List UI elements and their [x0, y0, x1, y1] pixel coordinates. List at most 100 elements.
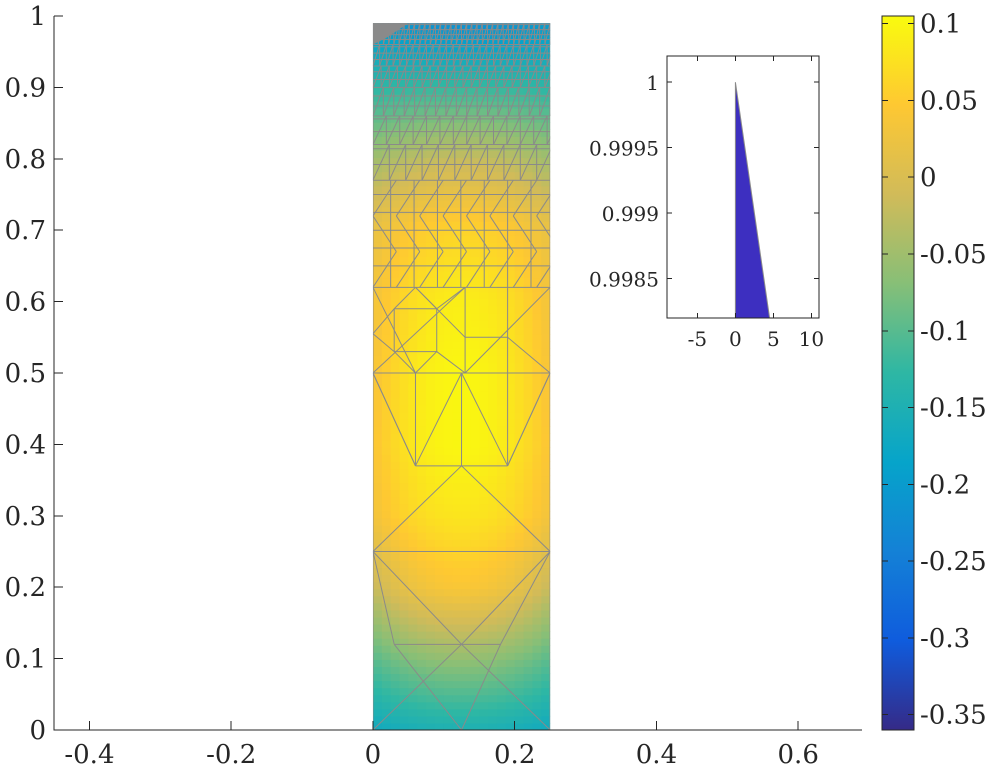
- field-cell: [434, 567, 445, 576]
- inset-y-tick-label: 1: [646, 71, 659, 95]
- field-cell: [426, 277, 436, 286]
- field-cell: [434, 157, 445, 166]
- field-cell: [372, 129, 383, 137]
- field-cell: [452, 72, 463, 81]
- field-cell: [523, 659, 534, 667]
- field-cell: [417, 588, 427, 597]
- mesh-edge: [372, 286, 466, 374]
- field-cell: [488, 291, 498, 300]
- field-cell: [434, 489, 445, 498]
- mesh-edge: [519, 44, 528, 67]
- field-cell: [496, 616, 507, 625]
- y-tick-label: 0.1: [5, 645, 46, 675]
- field-cell: [479, 567, 489, 576]
- field-cell: [470, 37, 480, 45]
- field-cell: [505, 701, 516, 710]
- field-cell: [399, 284, 409, 293]
- field-cell: [452, 475, 463, 484]
- field-cell: [514, 362, 525, 371]
- field-cell: [541, 284, 551, 293]
- field-cell: [399, 623, 409, 632]
- field-cell: [523, 362, 534, 371]
- field-cell: [381, 79, 392, 88]
- field-cell: [452, 249, 463, 258]
- field-cell: [408, 461, 418, 470]
- field-cell: [541, 701, 551, 710]
- field-cell: [399, 715, 409, 724]
- field-cell: [417, 37, 427, 45]
- field-cell: [381, 143, 392, 151]
- colorbar-frame: [881, 15, 915, 731]
- field-cell: [434, 221, 445, 229]
- field-cell: [426, 567, 436, 576]
- field-cell: [434, 539, 445, 547]
- field-cell: [381, 525, 392, 533]
- field-cell: [532, 298, 542, 307]
- mesh-edge: [397, 65, 407, 88]
- field-cell: [381, 235, 392, 243]
- field-cell: [434, 164, 445, 173]
- field-cell: [372, 178, 383, 187]
- field-cell: [434, 390, 445, 399]
- field-cell: [461, 79, 472, 88]
- field-cell: [541, 652, 551, 660]
- field-cell: [390, 510, 401, 519]
- mesh-edge: [372, 465, 462, 552]
- field-cell: [505, 263, 516, 272]
- field-cell: [496, 468, 507, 477]
- field-cell: [426, 517, 436, 526]
- field-cell: [470, 341, 480, 349]
- field-cell: [523, 390, 534, 399]
- field-cell: [390, 65, 401, 74]
- field-cell: [523, 327, 534, 335]
- field-cell: [479, 489, 489, 498]
- field-cell: [372, 475, 383, 484]
- field-cell: [461, 348, 472, 356]
- mesh-edge: [470, 65, 480, 88]
- field-cell: [523, 468, 534, 477]
- mesh-edge: [512, 251, 538, 288]
- field-cell: [514, 199, 525, 208]
- field-cell: [541, 136, 551, 144]
- field-cell: [461, 305, 472, 314]
- field-cell: [426, 185, 436, 194]
- field-cell: [452, 532, 463, 540]
- field-cell: [541, 157, 551, 166]
- field-cell: [381, 694, 392, 703]
- field-cell: [443, 164, 454, 173]
- field-cell: [541, 390, 551, 399]
- field-cell: [452, 348, 463, 356]
- field-cell: [426, 447, 436, 455]
- field-cell: [426, 320, 436, 328]
- field-cell: [417, 256, 427, 265]
- field-cell: [541, 341, 551, 349]
- field-cell: [514, 23, 525, 31]
- field-cell: [399, 157, 409, 166]
- field-cell: [408, 475, 418, 484]
- field-cell: [461, 426, 472, 434]
- field-cell: [461, 249, 472, 258]
- field-cell: [426, 93, 436, 102]
- field-cell: [470, 560, 480, 569]
- field-cell: [372, 291, 383, 300]
- field-cell: [452, 411, 463, 420]
- field-cell: [541, 553, 551, 561]
- field-cell: [505, 383, 516, 392]
- field-cell: [488, 574, 498, 583]
- field-cell: [488, 192, 498, 201]
- field-cell: [514, 376, 525, 385]
- mesh-edge: [445, 87, 457, 117]
- field-cell: [541, 440, 551, 448]
- field-cell: [532, 221, 542, 229]
- field-cell: [434, 602, 445, 611]
- mesh-edge: [372, 251, 397, 288]
- field-cell: [488, 616, 498, 625]
- field-cell: [470, 263, 480, 272]
- field-cell: [523, 539, 534, 547]
- mesh-edge: [536, 265, 551, 288]
- mesh-edge: [466, 87, 478, 117]
- field-cell: [488, 546, 498, 554]
- field-cell: [470, 609, 480, 618]
- field-cell: [461, 503, 472, 512]
- field-cell: [470, 242, 480, 250]
